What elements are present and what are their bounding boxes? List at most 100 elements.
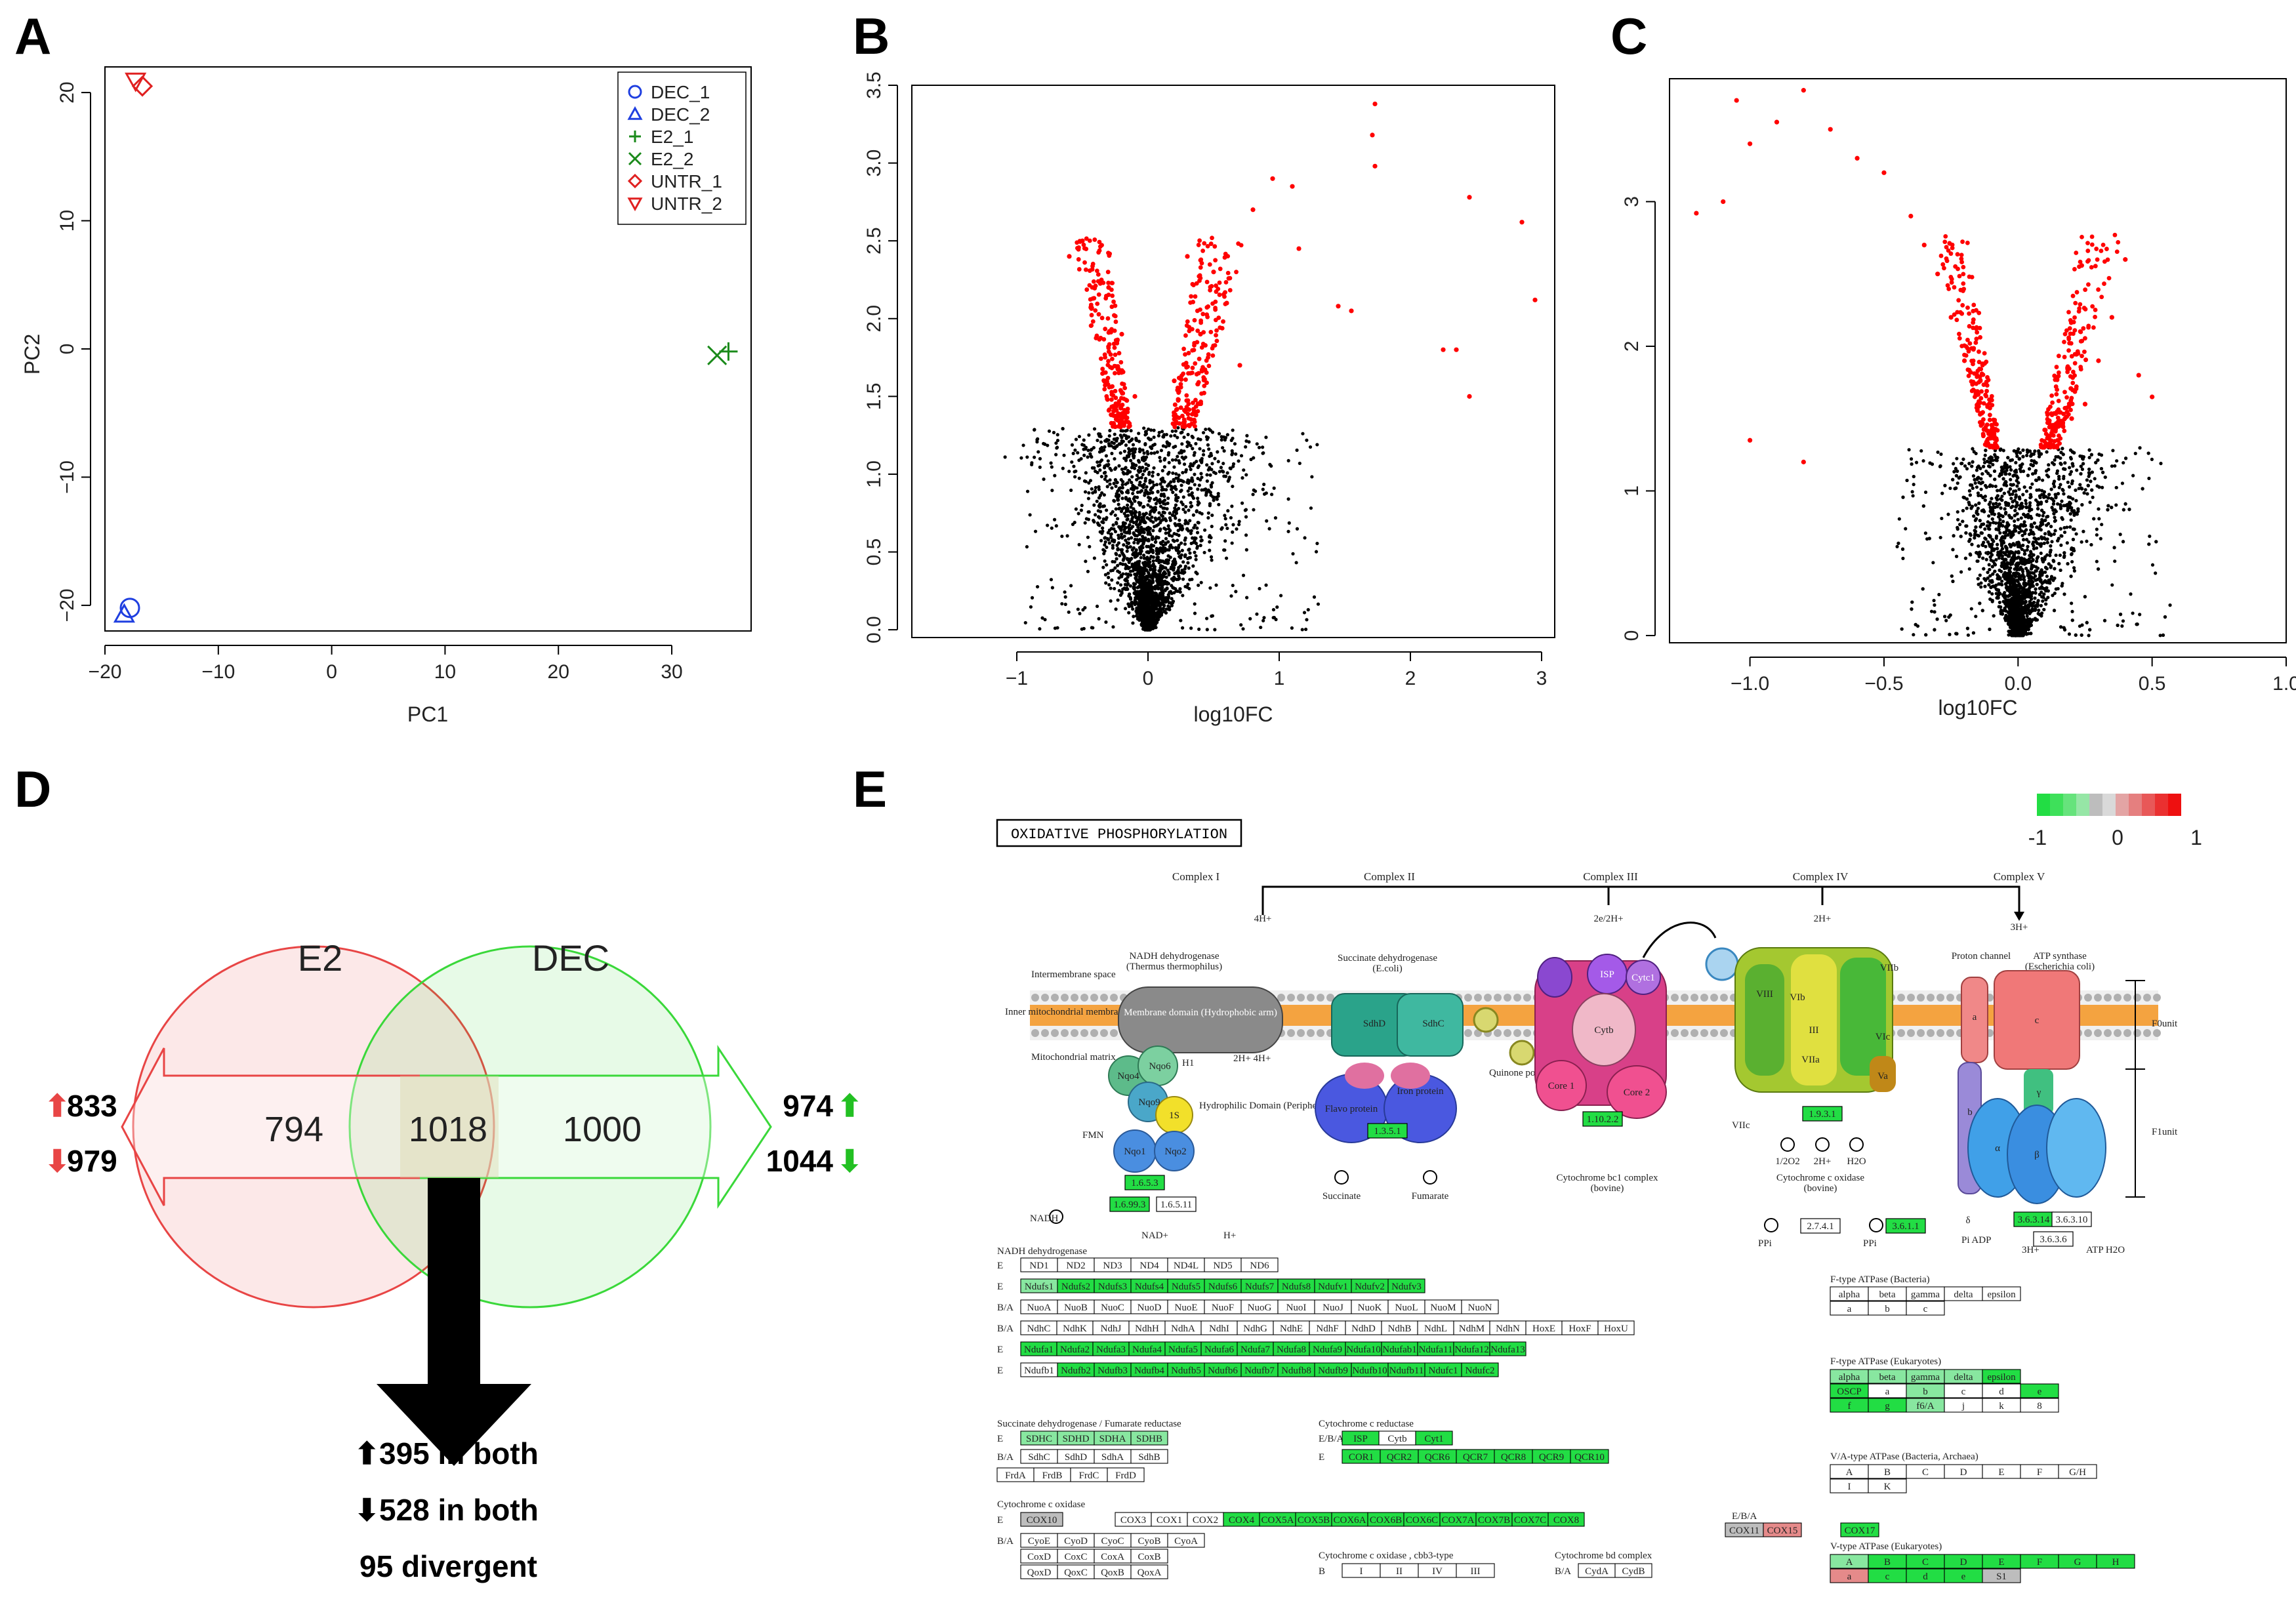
volcano-sig-point <box>1092 296 1097 301</box>
volcano-nonsig-point <box>1158 455 1162 460</box>
volcano-nonsig-point <box>1132 615 1136 619</box>
volcano-nonsig-point <box>2024 498 2028 502</box>
volcano-nonsig-point <box>1160 476 1165 480</box>
volcano-nonsig-point <box>2147 476 2151 480</box>
volcano-c-xlabel: log10FC <box>1938 696 2018 720</box>
volcano-nonsig-point <box>1270 493 1274 497</box>
volcano-nonsig-point <box>1097 432 1101 436</box>
volcano-nonsig-point <box>1154 619 1158 623</box>
volcano-nonsig-point <box>1097 516 1101 520</box>
volcano-nonsig-point <box>1139 489 1143 493</box>
volcano-nonsig-point <box>1264 436 1268 439</box>
volcano-nonsig-point <box>1156 550 1160 554</box>
volcano-nonsig-point <box>1208 548 1212 552</box>
volcano-nonsig-point <box>1138 449 1142 454</box>
volcano-nonsig-point <box>1138 480 1142 484</box>
volcano-nonsig-point <box>1110 486 1114 490</box>
volcano-sig-point <box>1213 306 1218 310</box>
volcano-nonsig-point <box>1208 586 1212 590</box>
volcano-nonsig-point <box>1116 546 1120 551</box>
volcano-sig-point <box>1197 356 1202 361</box>
volcano-nonsig-point <box>1127 447 1131 451</box>
volcano-nonsig-point <box>1204 617 1209 620</box>
volcano-nonsig-point <box>1038 457 1042 460</box>
volcano-nonsig-point <box>1181 495 1185 499</box>
volcano-sig-point <box>1218 325 1223 330</box>
volcano-nonsig-point <box>1196 497 1200 500</box>
volcano-sig-point <box>1296 246 1302 251</box>
volcano-nonsig-point <box>1132 586 1136 590</box>
volcano-sig-point <box>1084 287 1090 292</box>
volcano-nonsig-point <box>1907 448 1911 452</box>
volcano-nonsig-point <box>1111 523 1115 527</box>
volcano-nonsig-point <box>1132 507 1136 511</box>
volcano-nonsig-point <box>1061 427 1065 431</box>
volcano-nonsig-point <box>2065 541 2069 545</box>
volcano-nonsig-point <box>1205 473 1209 477</box>
volcano-nonsig-point <box>1097 485 1101 489</box>
volcano-sig-point <box>1204 312 1210 317</box>
volcano-nonsig-point <box>1994 484 1998 489</box>
volcano-sig-point <box>1200 312 1206 317</box>
volcano-nonsig-point <box>1141 607 1145 611</box>
volcano-nonsig-point <box>1994 536 1998 540</box>
volcano-nonsig-point <box>1113 499 1117 503</box>
volcano-nonsig-point <box>1148 585 1152 589</box>
volcano-nonsig-point <box>1177 458 1181 463</box>
volcano-nonsig-point <box>2150 457 2154 461</box>
volcano-nonsig-point <box>2129 592 2133 596</box>
volcano-nonsig-point <box>1094 469 1097 474</box>
volcano-nonsig-point <box>1172 591 1176 595</box>
volcano-nonsig-point <box>1130 513 1134 517</box>
pca-ylabel: PC2 <box>20 334 44 375</box>
volcano-nonsig-point <box>1231 436 1235 440</box>
volcano-nonsig-point <box>1133 533 1138 538</box>
volcano-nonsig-point <box>1157 434 1161 437</box>
volcano-nonsig-point <box>1087 433 1091 437</box>
volcano-nonsig-point <box>1061 466 1065 470</box>
volcano-nonsig-point <box>1102 493 1106 497</box>
volcano-sig-point <box>1197 401 1202 407</box>
volcano-nonsig-point <box>1107 582 1111 587</box>
volcano-sig-point <box>1122 386 1128 390</box>
volcano-nonsig-point <box>1121 479 1125 484</box>
volcano-nonsig-point <box>2122 460 2125 465</box>
volcano-nonsig-point <box>1145 575 1149 578</box>
volcano-nonsig-point <box>1189 504 1194 508</box>
volcano-nonsig-point <box>2070 609 2074 614</box>
volcano-sig-point <box>1198 258 1203 263</box>
volcano-nonsig-point <box>1092 556 1096 560</box>
volcano-nonsig-point <box>1187 566 1191 570</box>
volcano-nonsig-point <box>1189 529 1193 533</box>
volcano-nonsig-point <box>2120 481 2125 485</box>
volcano-nonsig-point <box>1234 590 1238 594</box>
volcano-sig-point <box>1088 302 1094 308</box>
volcano-nonsig-point <box>2148 535 2152 538</box>
volcano-nonsig-point <box>1114 552 1118 556</box>
volcano-nonsig-point <box>1144 609 1148 614</box>
volcano-nonsig-point <box>1222 449 1226 453</box>
volcano-nonsig-point <box>1183 553 1187 557</box>
volcano-nonsig-point <box>1113 559 1117 564</box>
volcano-sig-point <box>1109 365 1115 371</box>
volcano-nonsig-point <box>1187 548 1191 552</box>
volcano-nonsig-point <box>1139 616 1143 620</box>
volcano-nonsig-point <box>1221 446 1225 450</box>
volcano-sig-point <box>1191 283 1196 288</box>
volcano-nonsig-point <box>2015 484 2019 488</box>
volcano-nonsig-point <box>1126 503 1130 507</box>
volcano-nonsig-point <box>1140 599 1144 603</box>
volcano-nonsig-point <box>1912 483 1916 487</box>
volcano-sig-point <box>1349 308 1354 314</box>
volcano-nonsig-point <box>1074 437 1078 441</box>
volcano-nonsig-point <box>1210 514 1214 517</box>
volcano-nonsig-point <box>1986 552 1990 556</box>
volcano-nonsig-point <box>1239 623 1243 627</box>
pca-legend-label: E2_2 <box>651 149 693 169</box>
volcano-sig-point <box>1112 371 1117 376</box>
volcano-nonsig-point <box>1123 466 1127 471</box>
volcano-nonsig-point <box>1154 592 1158 596</box>
volcano-nonsig-point <box>1107 575 1111 580</box>
volcano-nonsig-point <box>1023 620 1027 625</box>
volcano-nonsig-point <box>1092 520 1096 524</box>
